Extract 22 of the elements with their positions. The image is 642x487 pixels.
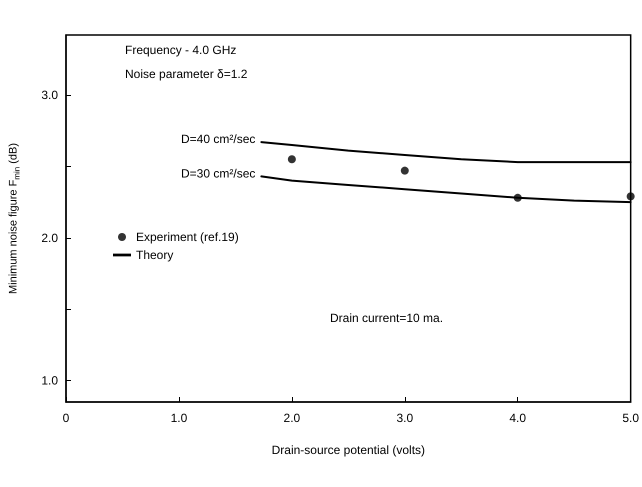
x-tick-label: 4.0 <box>509 411 526 425</box>
annotation: D=30 cm²/sec <box>181 166 256 180</box>
x-tick-label: 3.0 <box>396 411 414 425</box>
annotation: Drain current=10 ma. <box>330 311 444 325</box>
x-tick-label: 0 <box>62 411 70 425</box>
y-tick-label: 3.0 <box>41 88 58 102</box>
x-axis-title: Drain-source potential (volts) <box>272 443 426 457</box>
legend-label: Experiment (ref.19) <box>136 230 239 244</box>
y-tick-label: 2.0 <box>41 230 58 245</box>
point <box>626 192 635 200</box>
annotation: Frequency - 4.0 GHz <box>125 43 236 57</box>
annotation: D=40 cm²/sec <box>181 132 256 146</box>
x-tick-label: 2.0 <box>284 411 301 425</box>
x-tick-label: 5.0 <box>622 411 640 425</box>
point <box>400 166 409 175</box>
annotation: Noise parameter δ=1.2 <box>125 67 248 81</box>
legend-label: Theory <box>136 248 174 262</box>
y-axis-title: Minimum noise figure Fmin (dB) <box>8 142 22 294</box>
x-tick-label: 1.0 <box>170 411 188 425</box>
point <box>288 155 296 164</box>
y-tick-label: 1.0 <box>41 374 58 388</box>
point <box>514 194 522 202</box>
